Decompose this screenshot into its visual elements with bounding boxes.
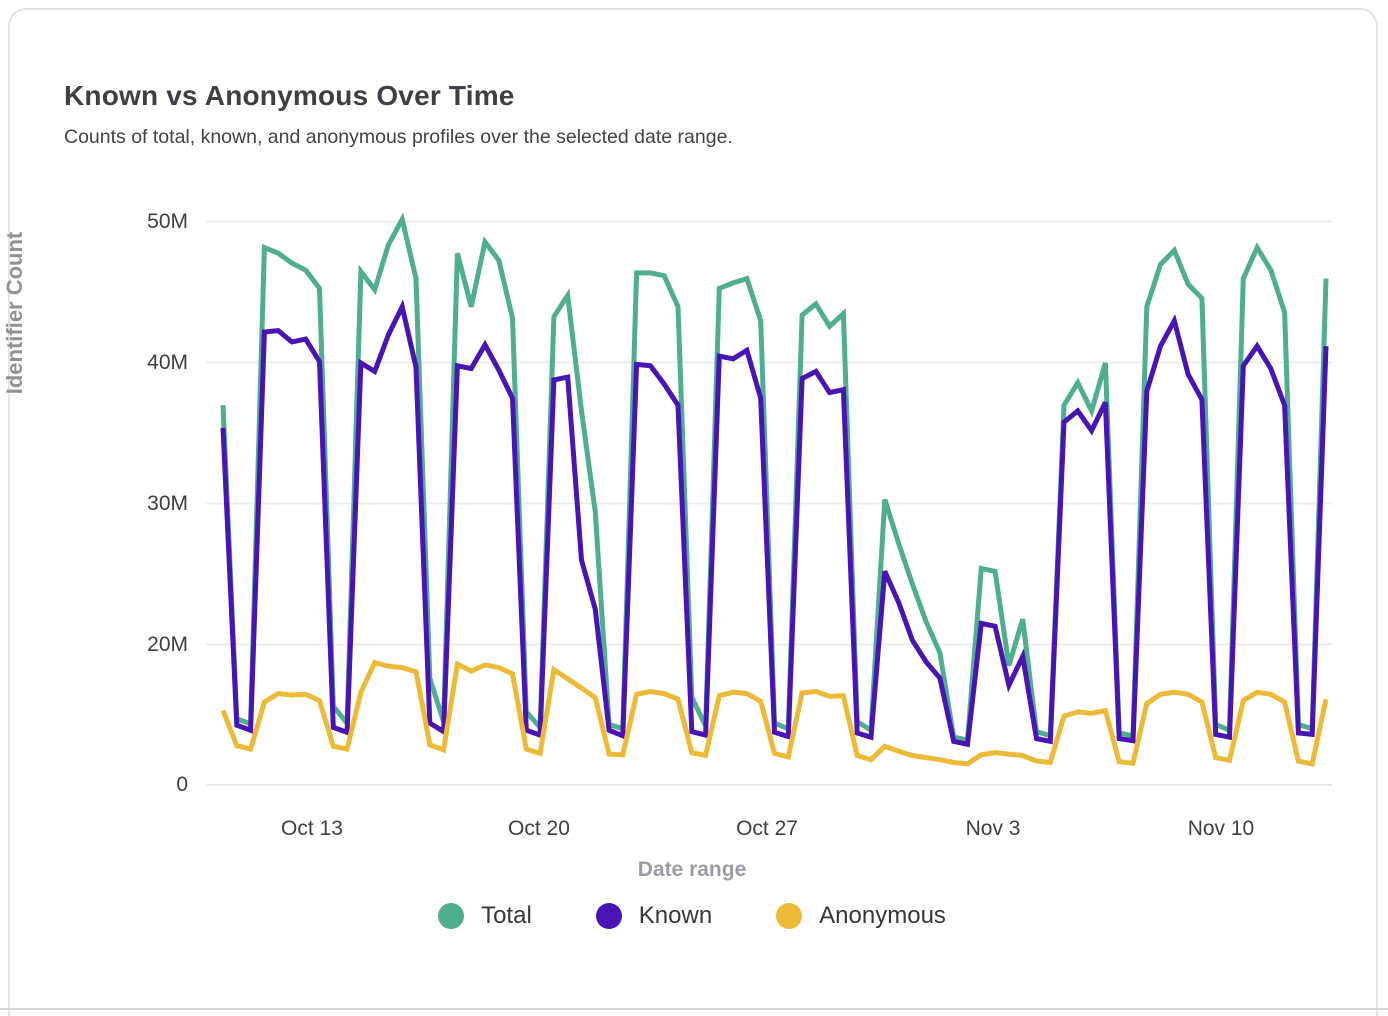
line-chart-svg (206, 212, 1332, 786)
line-chart-plot (198, 187, 1332, 787)
legend-item-anonymous[interactable]: Anonymous (776, 902, 946, 930)
y-axis-label: Identifier Count (2, 231, 27, 395)
y-tick-40M: 40M (147, 350, 188, 374)
series-line-known[interactable] (220, 299, 1329, 748)
page-title: Known vs Anonymous Over Time (64, 80, 515, 111)
page-subtitle: Counts of total, known, and anonymous pr… (64, 126, 733, 148)
legend-item-known[interactable]: Known (595, 902, 713, 930)
bottom-divider (0, 1008, 1388, 1010)
x-tick-nov-3: Nov 3 (965, 817, 1021, 840)
legend-label: Anonymous (819, 902, 946, 929)
y-tick-20M: 20M (147, 632, 188, 656)
chart-legend: Total Known Anonymous (10, 902, 1374, 930)
legend-dot-known (595, 903, 622, 929)
x-tick-nov-10: Nov 10 (1187, 817, 1255, 840)
series-line-anonymous[interactable] (220, 659, 1329, 767)
x-tick-oct-20: Oct 20 (508, 817, 570, 840)
legend-item-total[interactable]: Total (438, 902, 532, 930)
y-tick-0: 0 (176, 773, 188, 796)
legend-dot-anonymous (776, 903, 803, 929)
chart-card: Known vs Anonymous Over Time Counts of t… (2, 8, 1378, 1016)
y-tick-50M: 50M (147, 209, 188, 233)
x-tick-oct-27: Oct 27 (736, 817, 798, 840)
x-tick-oct-13: Oct 13 (281, 817, 343, 840)
x-axis-label: Date range (637, 858, 747, 881)
legend-label: Total (481, 902, 532, 929)
y-tick-30M: 30M (147, 491, 188, 515)
legend-label: Known (638, 902, 713, 929)
series-line-total[interactable] (220, 212, 1329, 744)
legend-dot-total (438, 903, 465, 929)
